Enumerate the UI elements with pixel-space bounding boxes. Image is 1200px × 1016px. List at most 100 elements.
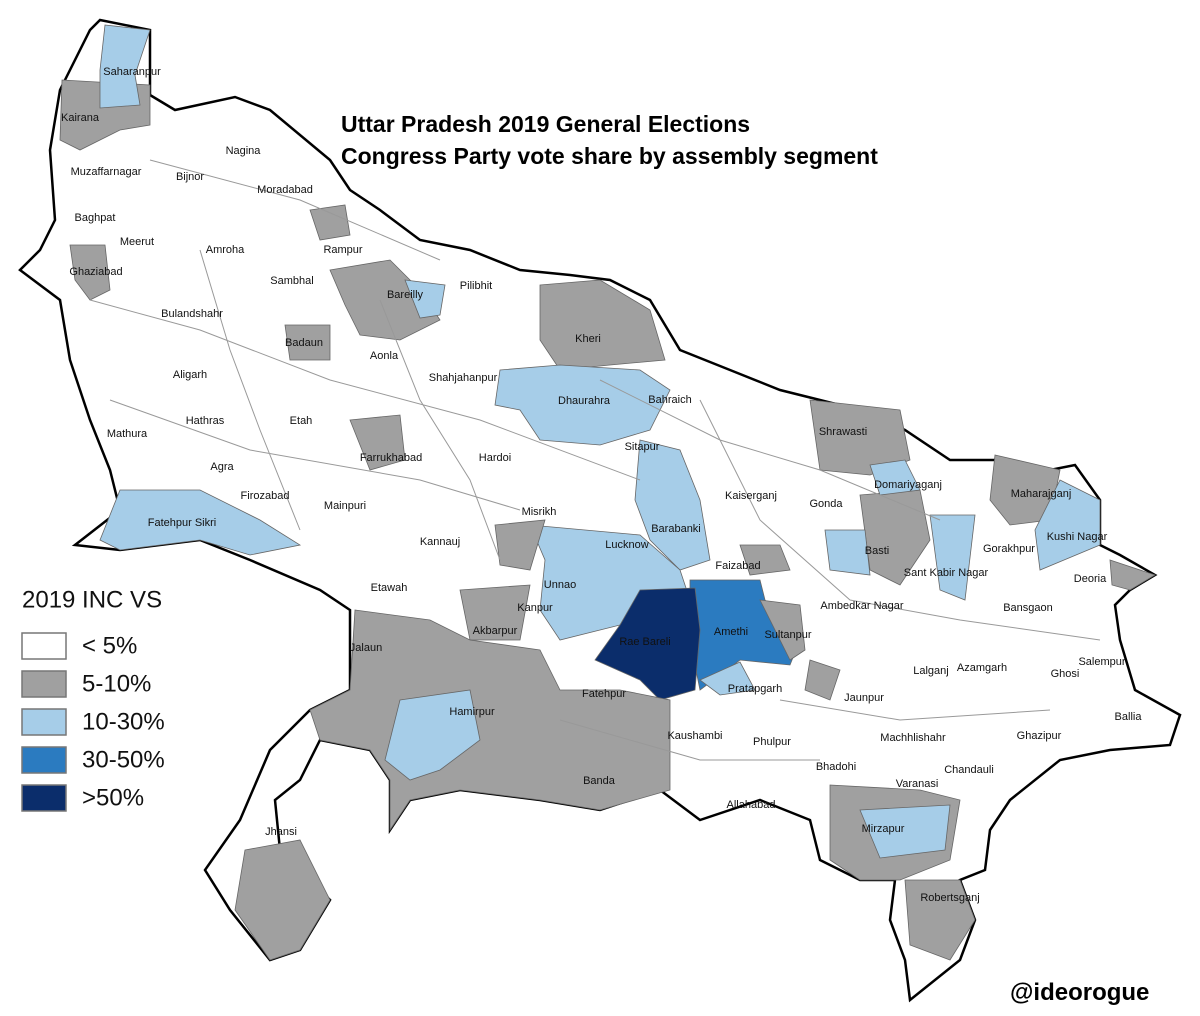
- place-label: Jhansi: [265, 826, 297, 838]
- place-label: Fatehpur: [582, 688, 626, 700]
- region: [459, 584, 531, 641]
- place-label: Nagina: [226, 145, 262, 157]
- place-label: Firozabad: [241, 490, 290, 502]
- credit: @ideorogue: [1010, 979, 1149, 1006]
- place-label: Bhadohi: [816, 761, 856, 773]
- legend-swatch: [21, 670, 67, 698]
- place-label: Sant Kabir Nagar: [904, 567, 989, 579]
- place-label: Jalaun: [350, 642, 382, 654]
- region: [634, 439, 711, 571]
- title-line: Congress Party vote share by assembly se…: [341, 143, 878, 169]
- place-label: Hathras: [186, 415, 225, 427]
- legend-label: 30-50%: [82, 746, 165, 773]
- place-label: Kushi Nagar: [1047, 531, 1108, 543]
- place-label: Shahjahanpur: [429, 372, 498, 384]
- region: [824, 529, 871, 576]
- place-label: Aligarh: [173, 369, 207, 381]
- region: [69, 244, 111, 301]
- place-label: Agra: [210, 461, 234, 473]
- place-label: Saharanpur: [103, 66, 161, 78]
- place-label: Bansgaon: [1003, 602, 1053, 614]
- place-label: Rampur: [323, 244, 362, 256]
- place-label: Pratapgarh: [728, 683, 782, 695]
- region: [869, 459, 921, 496]
- place-label: Meerut: [120, 236, 154, 248]
- place-label: Bahraich: [648, 394, 691, 406]
- state-outline: [18, 18, 1182, 1003]
- place-label: Basti: [865, 545, 889, 557]
- place-label: Salempur: [1078, 656, 1125, 668]
- place-label: Mirzapur: [862, 823, 905, 835]
- region: [234, 839, 331, 961]
- region: [384, 689, 481, 781]
- place-label: Kairana: [61, 112, 100, 124]
- legend-label: 5-10%: [82, 670, 151, 697]
- place-label: Bareilly: [387, 289, 424, 301]
- place-label: Ballia: [1115, 711, 1143, 723]
- place-label: Deoria: [1074, 573, 1107, 585]
- region: [309, 609, 671, 832]
- place-label: Farrukhabad: [360, 452, 422, 464]
- region: [929, 514, 976, 601]
- place-label: Varanasi: [896, 778, 939, 790]
- place-label: Kannauj: [420, 536, 460, 548]
- region: [309, 204, 351, 241]
- place-label: Pilibhit: [460, 280, 492, 292]
- place-label: Robertsganj: [920, 892, 979, 904]
- place-label: Mainpuri: [324, 500, 366, 512]
- place-label: Jaunpur: [844, 692, 884, 704]
- place-label: Ghazipur: [1017, 730, 1062, 742]
- region: [494, 364, 671, 446]
- region: [329, 259, 441, 341]
- place-label: Chandauli: [944, 764, 994, 776]
- district-border: [89, 159, 1101, 761]
- place-label: Lalganj: [913, 665, 948, 677]
- place-label: Banda: [583, 775, 616, 787]
- place-label: Domariyaganj: [874, 479, 942, 491]
- place-label: Machhlishahr: [880, 732, 946, 744]
- region: [739, 544, 791, 576]
- place-label: Barabanki: [651, 523, 701, 535]
- region: [99, 489, 302, 556]
- place-label: Etawah: [371, 582, 408, 594]
- place-label: Kheri: [575, 333, 601, 345]
- place-label: Maharajganj: [1011, 488, 1072, 500]
- region: [539, 279, 666, 371]
- place-label: Hardoi: [479, 452, 511, 464]
- legend-swatch: [21, 784, 67, 812]
- legend-label: >50%: [82, 784, 144, 811]
- place-label: Etah: [290, 415, 313, 427]
- legend-swatch: [21, 708, 67, 736]
- place-label: Akbarpur: [473, 625, 518, 637]
- region: [859, 804, 951, 859]
- place-label: Baghpat: [75, 212, 116, 224]
- place-label: Ambedkar Nagar: [820, 600, 903, 612]
- place-label: Gorakhpur: [983, 543, 1035, 555]
- place-label: Azamgarh: [957, 662, 1007, 674]
- legend-swatch: [21, 746, 67, 774]
- region: [494, 519, 546, 571]
- region: [804, 659, 841, 701]
- place-label: Amethi: [714, 626, 748, 638]
- place-label: Bijnor: [176, 171, 204, 183]
- place-label: Fatehpur Sikri: [148, 517, 216, 529]
- place-label: Badaun: [285, 337, 323, 349]
- place-label: Sambhal: [270, 275, 313, 287]
- place-label: Shrawasti: [819, 426, 867, 438]
- region: [1034, 479, 1101, 571]
- place-label: Mathura: [107, 428, 148, 440]
- region: [989, 454, 1061, 526]
- place-label: Sitapur: [625, 441, 660, 453]
- place-label: Phulpur: [753, 736, 791, 748]
- legend-label: 10-30%: [82, 708, 165, 735]
- place-label: Muzaffarnagar: [71, 166, 142, 178]
- place-label: Rae Bareli: [619, 636, 670, 648]
- place-label: Dhaurahra: [558, 395, 611, 407]
- place-label: Hamirpur: [449, 706, 495, 718]
- place-label: Amroha: [206, 244, 245, 256]
- region: [404, 279, 446, 319]
- region: [1109, 559, 1156, 591]
- place-label: Bulandshahr: [161, 308, 223, 320]
- place-label: Faizabad: [715, 560, 760, 572]
